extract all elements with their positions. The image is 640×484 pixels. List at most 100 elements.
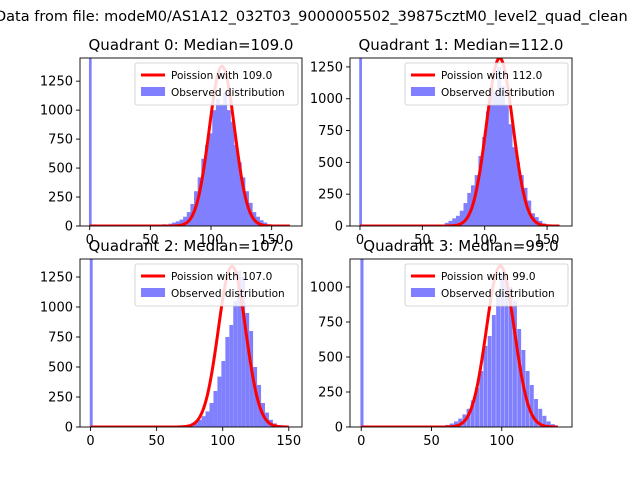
quadrant-0-bar-4 — [175, 221, 180, 226]
quadrant-0-bar-21 — [237, 162, 242, 226]
quadrant-1-xtick-label: 0 — [356, 233, 364, 248]
quadrant-2-axes: 0 50 100 150 0 250 500 750 1000 1250 Quadrant 2: M… — [40, 237, 303, 449]
quadrant-3-xtick-label: 0 — [357, 434, 365, 449]
quadrant-2-poisson-line — [89, 264, 290, 427]
quadrant-0-legend-box — [134, 62, 299, 106]
quadrant-2-bar-4 — [197, 419, 202, 427]
quadrant-0-bar-10 — [197, 177, 202, 226]
quadrant-0-bar-3 — [172, 222, 177, 226]
quadrant-3-bar-13 — [496, 294, 501, 427]
quadrant-1-bar-11 — [482, 136, 487, 226]
quadrant-1-title: Quadrant 1: Median=112.0 — [359, 36, 564, 54]
quadrant-2-ytick-label: 1250 — [40, 271, 73, 286]
quadrant-3-ytick-label: 1000 — [310, 281, 343, 296]
quadrant-1-legend-line-label: Poission with 112.0 — [441, 70, 542, 82]
quadrant-2-bar-14 — [237, 271, 242, 427]
quadrant-2-bar-16 — [245, 313, 250, 427]
quadrant-2-xtick-label: 0 — [86, 434, 94, 449]
quadrant-1-bar-1 — [444, 222, 449, 226]
quadrant-1-bar-16 — [500, 86, 506, 226]
quadrant-1-bar-0 — [359, 58, 362, 226]
quadrant-3-bar-14 — [500, 273, 505, 427]
quadrant-0-ytick-label: 250 — [48, 191, 73, 206]
quadrant-2-bar-5 — [201, 416, 206, 427]
quadrant-1-bar-15 — [497, 66, 502, 226]
quadrant-1-bar-12 — [485, 111, 491, 226]
quadrant-1-data — [359, 58, 561, 226]
quadrant-1-bar-22 — [523, 187, 528, 226]
quadrant-2-ytick-label: 250 — [48, 391, 73, 406]
quadrant-0-ytick-label: 500 — [48, 162, 73, 177]
quadrant-2-bar-10 — [221, 361, 226, 427]
quadrant-3-bar-23 — [538, 408, 543, 427]
quadrant-0-bar-17 — [223, 92, 228, 226]
quadrant-0-bar-16 — [219, 104, 224, 226]
quadrant-3-legend-box — [404, 263, 569, 307]
quadrant-2-xtick-label: 150 — [276, 434, 301, 449]
quadrant-1-xtick-label: 150 — [535, 233, 560, 248]
quadrant-1-ytick-label: 1000 — [310, 92, 343, 107]
quadrant-2-ytick-label: 0 — [65, 421, 73, 436]
quadrant-3-bar-3 — [453, 421, 458, 427]
quadrant-0-bar-12 — [204, 144, 209, 226]
quadrant-3-bar-22 — [534, 399, 538, 427]
quadrant-1-bar-10 — [478, 156, 483, 226]
quadrant-2-ytick-label: 750 — [48, 331, 73, 346]
quadrant-1-bar-2 — [448, 220, 453, 226]
quadrant-0-bar-27 — [259, 220, 264, 226]
quadrant-0-ytick-label: 750 — [48, 133, 73, 148]
quadrant-1-ytick-label: 750 — [318, 124, 343, 139]
quadrant-0-bar-15 — [215, 98, 220, 226]
quadrant-0-axes: 0 50 100 150 0 250 500 750 1000 1250 Quadrant 0: M… — [40, 36, 303, 248]
quadrant-1-bar-18 — [508, 124, 513, 226]
quadrant-2-ytick-label: 500 — [48, 361, 73, 376]
quadrant-0-xtick-label: 50 — [142, 233, 159, 248]
quadrant-2-bar-15 — [241, 277, 246, 427]
quadrant-2-bar-18 — [253, 367, 258, 427]
quadrant-2-bar-11 — [225, 337, 230, 427]
quadrant-0-ytick-label: 0 — [65, 220, 73, 235]
quadrant-3-bar-17 — [512, 301, 517, 427]
quadrant-3-bar-10 — [483, 345, 488, 427]
quadrant-2-legend-bar-swatch — [141, 288, 165, 297]
quadrant-1-bar-7 — [467, 192, 472, 226]
quadrant-2-frame — [79, 258, 303, 428]
quadrant-2-bar-9 — [217, 376, 222, 427]
quadrant-1-bar-5 — [459, 210, 464, 226]
quadrant-1-poisson-line — [359, 58, 561, 226]
quadrant-1-bar-14 — [493, 92, 498, 226]
quadrant-0-ytick-label: 1250 — [40, 75, 73, 90]
quadrant-3-bar-18 — [517, 329, 522, 427]
quadrant-0-frame — [79, 57, 303, 227]
quadrant-0-legend-bar-swatch — [141, 87, 165, 96]
quadrant-3-bar-0 — [360, 259, 364, 427]
quadrant-0-bar-18 — [226, 110, 231, 226]
quadrant-0-bar-14 — [212, 110, 217, 226]
quadrant-1-bar-4 — [456, 215, 461, 226]
quadrant-2-legend-box — [134, 263, 299, 307]
quadrant-0-bar-20 — [234, 144, 239, 226]
quadrant-3-bar-9 — [479, 371, 484, 427]
quadrant-0-bar-22 — [241, 177, 246, 226]
quadrant-3-poisson-line — [360, 264, 559, 427]
quadrant-1-ytick-label: 1250 — [310, 60, 343, 75]
quadrant-0-bar-23 — [244, 191, 249, 226]
quadrant-1-bar-21 — [519, 175, 524, 226]
quadrant-0-bar-19 — [230, 121, 235, 226]
quadrant-0-xtick-label: 0 — [86, 233, 94, 248]
quadrant-3-bar-12 — [491, 315, 496, 427]
quadrant-2-bar-13 — [233, 301, 238, 427]
quadrant-3-xtick-label: 100 — [489, 434, 514, 449]
quadrant-3-bar-8 — [475, 387, 479, 427]
quadrant-1-bar-19 — [512, 147, 517, 226]
quadrant-3-bar-24 — [542, 415, 547, 427]
quadrant-1-bar-20 — [515, 162, 520, 226]
quadrant-1-legend-box — [404, 62, 569, 106]
quadrant-2-data — [89, 259, 290, 427]
quadrant-2-legend-bar-label: Observed distribution — [171, 288, 285, 300]
quadrant-3-title: Quadrant 3: Median=99.0 — [363, 237, 558, 255]
quadrant-1-ytick-label: 250 — [318, 188, 343, 203]
